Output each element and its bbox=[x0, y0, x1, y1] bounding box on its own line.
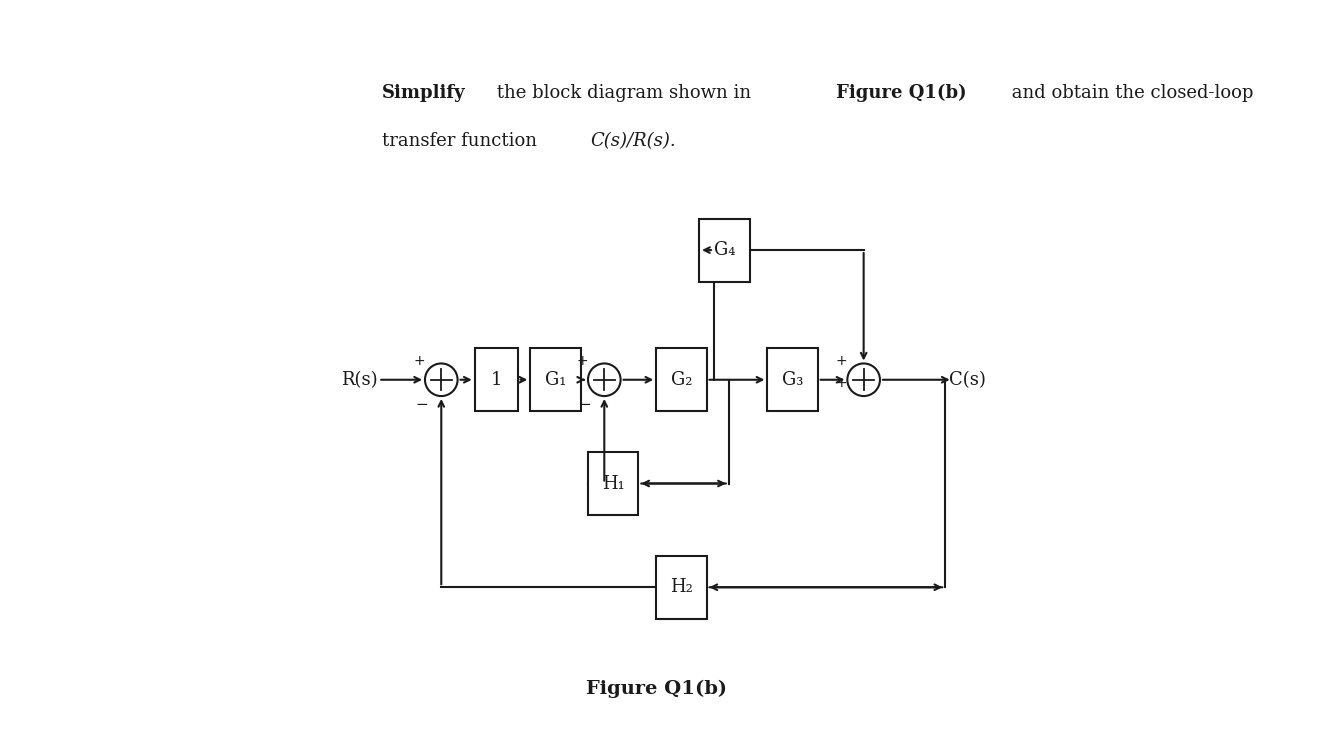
Bar bbox=[767, 348, 817, 411]
Text: transfer function: transfer function bbox=[382, 132, 543, 150]
Text: G₃: G₃ bbox=[782, 370, 803, 389]
Text: −: − bbox=[577, 397, 590, 413]
Text: the block diagram shown in: the block diagram shown in bbox=[490, 84, 757, 102]
Bar bbox=[588, 452, 638, 515]
Circle shape bbox=[588, 363, 621, 396]
Text: +: + bbox=[576, 354, 588, 368]
Text: and obtain the closed-loop: and obtain the closed-loop bbox=[1006, 84, 1253, 102]
Text: H₁: H₁ bbox=[602, 474, 625, 493]
Text: C(s): C(s) bbox=[949, 370, 986, 389]
Text: C(s)/R(s).: C(s)/R(s). bbox=[590, 132, 676, 150]
Bar bbox=[474, 348, 518, 411]
Bar bbox=[699, 219, 750, 282]
Bar bbox=[656, 556, 706, 619]
Circle shape bbox=[847, 363, 880, 396]
Text: +: + bbox=[836, 376, 847, 391]
Text: G₂: G₂ bbox=[671, 370, 692, 389]
Text: +: + bbox=[836, 354, 847, 368]
Text: Figure Q1(b): Figure Q1(b) bbox=[585, 680, 726, 698]
Text: G₄: G₄ bbox=[713, 241, 735, 259]
Bar bbox=[530, 348, 581, 411]
Text: G₁: G₁ bbox=[544, 370, 565, 389]
Circle shape bbox=[424, 363, 457, 396]
Text: −: − bbox=[415, 397, 427, 413]
Text: 1: 1 bbox=[490, 370, 502, 389]
Text: Simplify: Simplify bbox=[382, 84, 465, 102]
Text: R(s): R(s) bbox=[341, 370, 378, 389]
Text: H₂: H₂ bbox=[670, 578, 693, 597]
Text: Figure Q1(b): Figure Q1(b) bbox=[836, 84, 966, 102]
Text: +: + bbox=[414, 354, 424, 368]
Bar bbox=[656, 348, 706, 411]
